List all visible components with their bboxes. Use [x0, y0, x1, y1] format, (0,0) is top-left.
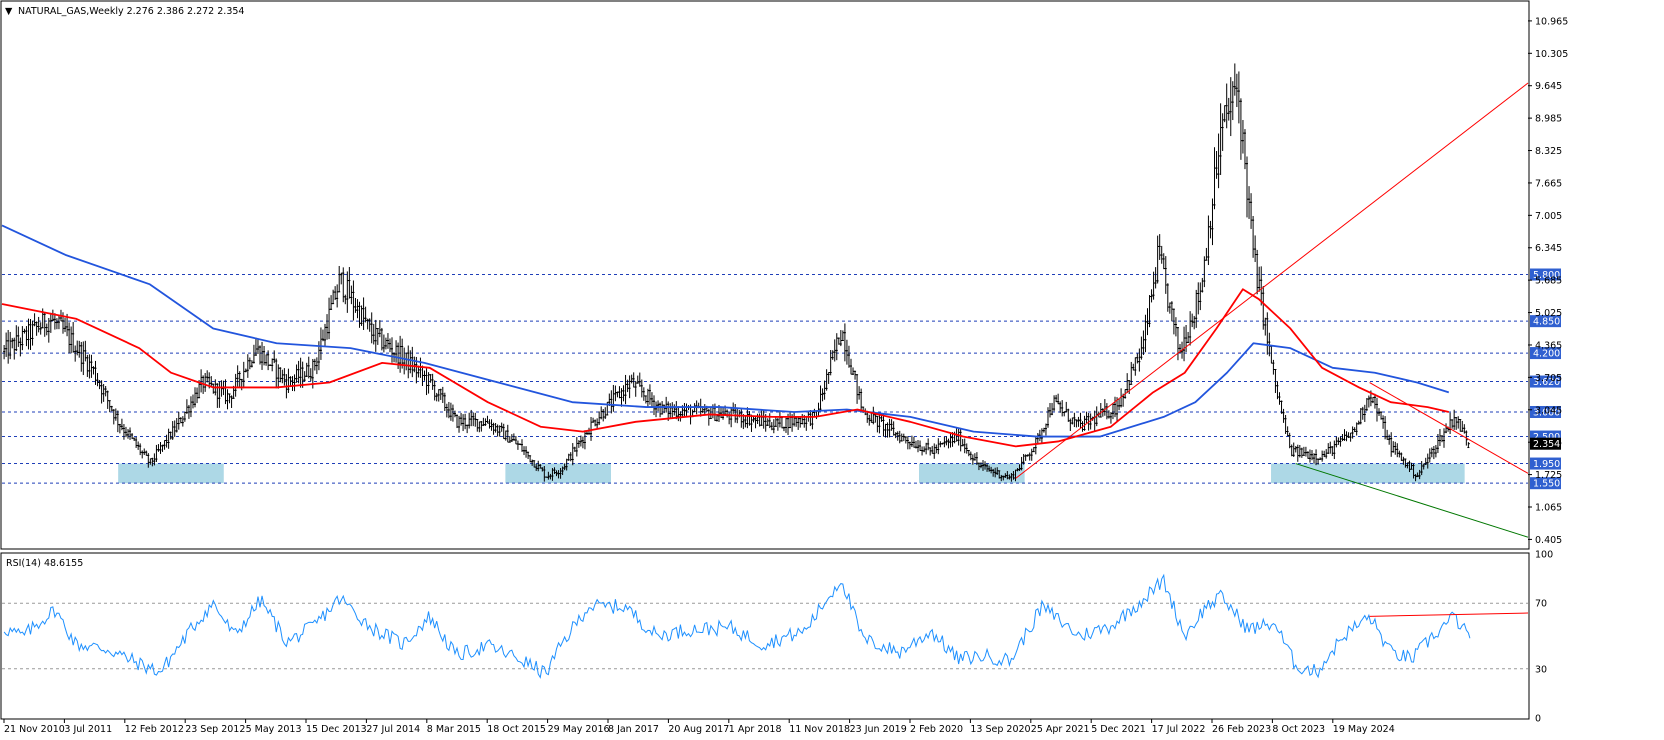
- level-label-3: 3.620: [1533, 377, 1560, 388]
- trendline-green-2: [1295, 463, 1529, 538]
- time-tick-label: 8 Oct 2023: [1272, 724, 1325, 735]
- moving-averages: [1, 224, 1450, 448]
- trendline-red-0: [1015, 82, 1529, 479]
- price-tick-label: 7.665: [1535, 178, 1562, 189]
- time-axis: 21 Nov 2010 3 Jul 2011 12 Feb 2012 23 Sep 2…: [3, 719, 1395, 735]
- rsi-tick-label: 70: [1535, 599, 1547, 610]
- level-label-box-1: [1530, 315, 1561, 328]
- rsi-header: RSI(14) 48.6155: [6, 558, 83, 569]
- price-tick-label: 7.005: [1535, 211, 1562, 222]
- level-label-box-2: [1530, 347, 1561, 360]
- price-tick-label: 6.345: [1535, 243, 1562, 254]
- price-axis: 10.965 10.305 9.645 8.985 8.325 7.665 7.005 6.3…: [1528, 16, 1568, 546]
- price-tick-label: 8.325: [1535, 146, 1562, 157]
- level-label-6: 1.950: [1533, 459, 1560, 470]
- rsi-panel: [0, 552, 1530, 720]
- chart-header: NATURAL_GAS,Weekly 2.276 2.386 2.272 2.3…: [18, 6, 244, 17]
- trendlines: [1015, 82, 1529, 538]
- price-tick-label: 5.685: [1535, 276, 1562, 287]
- time-tick-label: 17 Jul 2022: [1152, 724, 1206, 735]
- time-tick-label: 27 Jul 2014: [366, 724, 420, 735]
- price-tick-label: 1.065: [1535, 503, 1562, 514]
- price-tick-label: 4.365: [1535, 340, 1562, 351]
- level-label-box-7: [1530, 477, 1561, 490]
- time-tick-label: 20 Aug 2017: [668, 724, 729, 735]
- level-label-0: 5.800: [1533, 270, 1560, 281]
- time-tick-label: 8 Jan 2017: [608, 724, 659, 735]
- time-tick-label: 8 Mar 2015: [427, 724, 481, 735]
- time-tick-label: 5 Dec 2021: [1091, 724, 1146, 735]
- chart-menu-caret[interactable]: ▼: [5, 6, 13, 17]
- price-tick-label: 5.025: [1535, 308, 1562, 319]
- time-tick-label: 1 Apr 2018: [729, 724, 782, 735]
- time-tick-label: 5 May 2013: [246, 724, 302, 735]
- support-zone-3: [919, 463, 1025, 484]
- level-label-box-3: [1530, 375, 1561, 388]
- time-tick-label: 26 Feb 2023: [1212, 724, 1271, 735]
- level-label-2: 4.200: [1533, 349, 1560, 360]
- level-label-7: 1.550: [1533, 479, 1560, 490]
- level-label-5: 2.500: [1533, 432, 1560, 443]
- rsi-line: [3, 573, 1471, 679]
- price-tick-label: 9.645: [1535, 81, 1562, 92]
- price-tick-label: 10.965: [1535, 16, 1568, 27]
- price-tick-label: 0.405: [1535, 535, 1562, 546]
- level-label-4: 3.000: [1533, 407, 1560, 418]
- current-price-label: 2.354: [1533, 439, 1560, 450]
- time-tick-label: 13 Sep 2020: [970, 724, 1030, 735]
- price-tick-label: 3.045: [1535, 405, 1562, 416]
- time-tick-label: 29 May 2016: [548, 724, 610, 735]
- level-label-box-0: [1530, 268, 1561, 281]
- rsi-tick-label: 30: [1535, 664, 1547, 675]
- price-tick-label: 10.305: [1535, 49, 1568, 60]
- price-tick-label: 3.705: [1535, 373, 1562, 384]
- time-tick-label: 15 Dec 2013: [306, 724, 367, 735]
- time-tick-label: 12 Feb 2012: [125, 724, 184, 735]
- time-tick-label: 3 Jul 2011: [64, 724, 112, 735]
- rsi-tick-label: 0: [1535, 714, 1541, 725]
- rsi-tick-label: 100: [1535, 550, 1553, 561]
- time-tick-label: 23 Sep 2012: [185, 724, 245, 735]
- support-zone-4: [1271, 463, 1465, 484]
- level-label-box-4: [1530, 405, 1561, 418]
- time-tick-label: 19 May 2024: [1333, 724, 1395, 735]
- time-tick-label: 2 Feb 2020: [910, 724, 963, 735]
- level-label-box-6: [1530, 457, 1561, 470]
- rsi-indicator: 100 70 30 0: [2, 550, 1553, 725]
- rsi-trendline: [1369, 612, 1529, 617]
- time-tick-label: 25 Apr 2021: [1031, 724, 1090, 735]
- level-label-1: 4.850: [1533, 317, 1560, 328]
- trendline-red-1: [1369, 382, 1529, 474]
- price-tick-label: 8.985: [1535, 114, 1562, 125]
- time-tick-label: 23 Jun 2019: [850, 724, 907, 735]
- support-zone-1: [118, 463, 224, 484]
- current-price-box: [1530, 437, 1561, 450]
- slow-moving-average: [1, 224, 1450, 438]
- time-tick-label: 11 Nov 2018: [789, 724, 850, 735]
- price-tick-label: 1.725: [1535, 470, 1562, 481]
- time-tick-label: 21 Nov 2010: [4, 724, 65, 735]
- time-tick-label: 18 Oct 2015: [487, 724, 546, 735]
- fast-moving-average: [1, 288, 1449, 448]
